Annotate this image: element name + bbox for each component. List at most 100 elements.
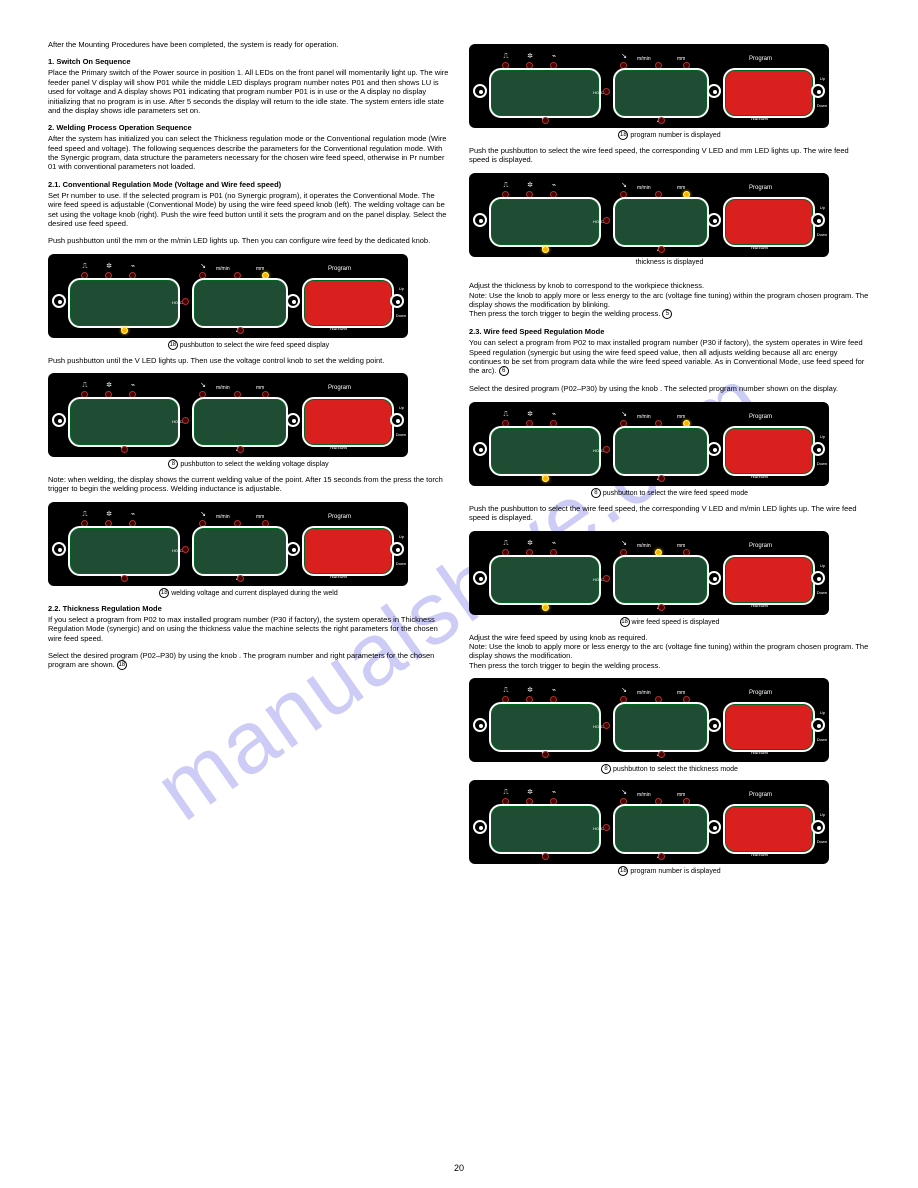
- mm-label: mm: [256, 514, 264, 520]
- knob-wirefeed[interactable]: [707, 571, 721, 585]
- step21-body4: Note: when welding, the display shows th…: [48, 475, 449, 494]
- program-label: Program: [328, 385, 351, 391]
- icon-row-mid: ↘: [619, 410, 629, 420]
- led-v: [542, 117, 549, 124]
- knob-wirefeed[interactable]: [286, 413, 300, 427]
- mode-icon: ⎍: [501, 52, 511, 62]
- led-a: [658, 604, 665, 611]
- up-label: Up: [399, 534, 404, 539]
- knob-program[interactable]: [811, 718, 825, 732]
- program-label: Program: [328, 514, 351, 520]
- display-current: [613, 702, 709, 752]
- display-program: [302, 278, 394, 328]
- fig-caption: 8 pushbutton to select the wire feed spe…: [469, 488, 870, 498]
- step23-body3: Push the pushbutton to select the wire f…: [469, 504, 870, 523]
- number-label: Number: [330, 445, 348, 451]
- mode-icon: ⎍: [501, 686, 511, 696]
- knob-wirefeed[interactable]: [707, 442, 721, 456]
- knob-voltage[interactable]: [473, 820, 487, 834]
- up-label: Up: [820, 563, 825, 568]
- knob-wirefeed[interactable]: [707, 820, 721, 834]
- knob-program[interactable]: [811, 820, 825, 834]
- number-label: Number: [751, 603, 769, 609]
- burnback-icon: ✲: [104, 510, 114, 520]
- up-label: Up: [399, 405, 404, 410]
- knob-voltage[interactable]: [473, 718, 487, 732]
- knob-wirefeed[interactable]: [286, 542, 300, 556]
- mmin-label: m/min: [216, 385, 230, 391]
- knob-program[interactable]: [811, 213, 825, 227]
- display-voltage: [489, 426, 601, 476]
- knob-voltage[interactable]: [473, 571, 487, 585]
- fig-caption: 18 program number is displayed: [469, 866, 870, 876]
- display-program: [302, 397, 394, 447]
- wire-icon: ↘: [619, 410, 629, 420]
- knob-program[interactable]: [390, 542, 404, 556]
- led-v: [121, 327, 128, 334]
- mm-label: mm: [677, 690, 685, 696]
- knob-wirefeed[interactable]: [707, 84, 721, 98]
- led-a: [658, 853, 665, 860]
- step21-body: Set Pr number to use. If the selected pr…: [48, 191, 449, 229]
- knob-wirefeed[interactable]: [286, 294, 300, 308]
- knob-voltage[interactable]: [52, 413, 66, 427]
- icon-row-left: ⎍ ✲ ⌁: [501, 539, 559, 549]
- led-hold: [182, 546, 189, 553]
- up-label: Up: [820, 205, 825, 210]
- step21-body2: Push pushbutton until the mm or the m/mi…: [48, 236, 449, 245]
- knob-program[interactable]: [811, 84, 825, 98]
- burnback-icon: ✲: [525, 410, 535, 420]
- led-hold: [182, 298, 189, 305]
- mode-icon: ⎍: [501, 181, 511, 191]
- knob-wirefeed[interactable]: [707, 718, 721, 732]
- display-current: [192, 397, 288, 447]
- down-label: Down: [817, 461, 827, 466]
- knob-voltage[interactable]: [473, 84, 487, 98]
- knob-program[interactable]: [811, 571, 825, 585]
- number-label: Number: [330, 574, 348, 580]
- step1-body: Place the Primary switch of the Power so…: [48, 68, 449, 115]
- mm-label: mm: [256, 385, 264, 391]
- number-label: Number: [751, 750, 769, 756]
- knob-program[interactable]: [811, 442, 825, 456]
- program-label: Program: [749, 690, 772, 696]
- led-a: [658, 475, 665, 482]
- burnback-icon: ✲: [525, 52, 535, 62]
- knob-voltage[interactable]: [473, 213, 487, 227]
- display-voltage: [68, 278, 180, 328]
- mmin-label: m/min: [637, 690, 651, 696]
- display-program: [302, 526, 394, 576]
- wire-icon: ↘: [198, 510, 208, 520]
- mmin-label: m/min: [216, 266, 230, 272]
- torch-icon: ⌁: [549, 181, 559, 191]
- fig-caption: 18 pushbutton to select the wire feed sp…: [48, 340, 449, 350]
- step1-heading: 1. Switch On Sequence: [48, 57, 449, 66]
- knob-voltage[interactable]: [52, 294, 66, 308]
- program-label: Program: [749, 543, 772, 549]
- step22-heading: 2.2. Thickness Regulation Mode: [48, 604, 449, 613]
- knob-program[interactable]: [390, 294, 404, 308]
- mm-label: mm: [256, 266, 264, 272]
- display-voltage: [489, 702, 601, 752]
- step21-body3: Push pushbutton until the V LED lights u…: [48, 356, 449, 365]
- mm-label: mm: [677, 792, 685, 798]
- fig-caption: 8 pushbutton to select the thickness mod…: [469, 764, 870, 774]
- mmin-label: m/min: [637, 543, 651, 549]
- display-voltage: [68, 526, 180, 576]
- knob-voltage[interactable]: [52, 542, 66, 556]
- number-label: Number: [751, 245, 769, 251]
- mode-icon: ⎍: [80, 381, 90, 391]
- knob-wirefeed[interactable]: [707, 213, 721, 227]
- display-program: [723, 804, 815, 854]
- led-v: [542, 751, 549, 758]
- fig-caption: 8 pushbutton to select the welding volta…: [48, 459, 449, 469]
- up-label: Up: [820, 710, 825, 715]
- step22-body2: Select the desired program (P02–P30) by …: [48, 651, 449, 670]
- torch-icon: ⌁: [549, 410, 559, 420]
- mmin-label: m/min: [637, 56, 651, 62]
- icon-row-left: ⎍ ✲ ⌁: [501, 181, 559, 191]
- led-a: [658, 751, 665, 758]
- knob-program[interactable]: [390, 413, 404, 427]
- knob-voltage[interactable]: [473, 442, 487, 456]
- right-column: ⎍ ✲ ⌁ ↘ m/min mm Program V A HOLD Number…: [469, 40, 870, 882]
